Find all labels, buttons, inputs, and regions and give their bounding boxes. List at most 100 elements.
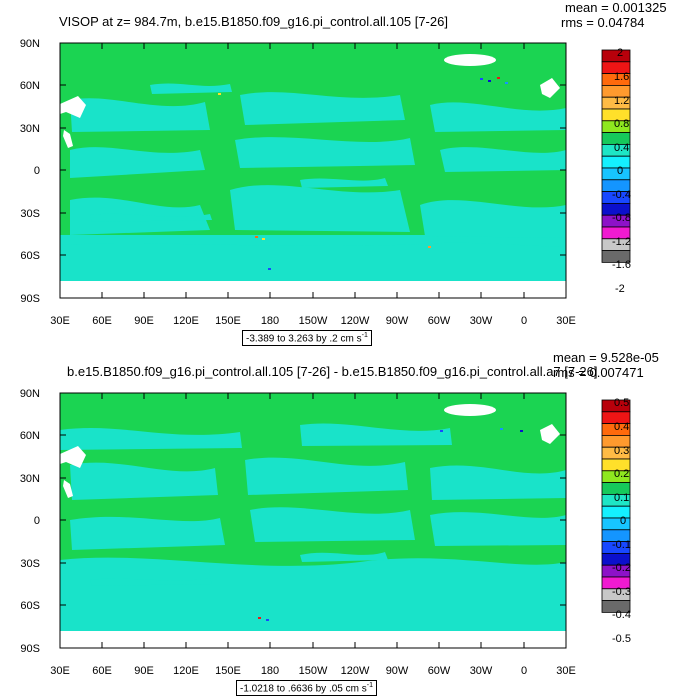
colorbar-labels: 2 1.6 1.2 0.8 0.4 0 -0.4 -0.8 -1.2 -1.6 … xyxy=(612,47,631,295)
y-tick-label: 60S xyxy=(20,250,40,262)
x-tick-label: 30W xyxy=(470,315,493,327)
y-axis xyxy=(60,42,566,299)
y-tick-label: 60N xyxy=(20,80,40,92)
x-tick-label: 90E xyxy=(134,315,154,327)
plot-title: VISOP at z= 984.7m, b.e15.B1850.f09_g16.… xyxy=(59,14,448,29)
y-tick-label: 30N xyxy=(20,123,40,135)
colorbar-label: -0.5 xyxy=(612,633,631,645)
colorbar-label: -1.6 xyxy=(612,259,631,271)
rms-value: rms = 0.007471 xyxy=(553,365,644,380)
x-tick-label: 30E xyxy=(50,665,70,677)
x-tick-label: 150W xyxy=(299,315,328,327)
x-tick-label: 120E xyxy=(173,665,199,677)
y-tick-label: 30S xyxy=(20,558,40,570)
panel-bottom: mean = 9.528e-05 rms = 0.007471 b.e15.B1… xyxy=(0,350,700,700)
range-text: -3.389 to 3.263 by .2 cm s xyxy=(246,333,362,345)
range-text: -1.0218 to .6636 by .05 cm s xyxy=(240,683,367,695)
colorbar-box xyxy=(601,49,631,63)
map-plot: 90N 60N 30N 0 30S 60S 90S 30E 60E 90E 12… xyxy=(20,38,631,327)
colorbar-label: 0.5 xyxy=(614,397,629,409)
rms-value: rms = 0.04784 xyxy=(561,15,645,30)
contour-range-label: -3.389 to 3.263 by .2 cm s-1 xyxy=(242,330,372,347)
x-tick-label: 120W xyxy=(341,665,370,677)
x-tick-label: 180 xyxy=(261,665,279,677)
y-tick-label: 60S xyxy=(20,600,40,612)
colorbar-labels: 0.5 0.4 0.3 0.2 0.1 0 -0.1 -0.2 -0.3 -0.… xyxy=(612,397,631,645)
x-tick-label: 90W xyxy=(386,315,409,327)
colorbar-label: 0.4 xyxy=(614,421,629,433)
y-tick-label: 60N xyxy=(20,430,40,442)
mean-value: mean = 0.001325 xyxy=(565,0,667,15)
y-tick-labels: 90N 60N 30N 0 30S 60S 90S xyxy=(20,38,40,305)
colorbar-label: 0.8 xyxy=(614,118,629,130)
colorbar-label: 1.2 xyxy=(614,95,629,107)
colorbar-label: -0.2 xyxy=(612,562,631,574)
y-tick-label: 90S xyxy=(20,643,40,655)
colorbar-label: -0.3 xyxy=(612,586,631,598)
x-axis xyxy=(59,393,567,648)
colorbar-label: 0.3 xyxy=(614,445,629,457)
x-tick-label: 60E xyxy=(92,315,112,327)
x-tick-label: 150E xyxy=(215,315,241,327)
x-tick-label: 30W xyxy=(470,665,493,677)
y-tick-label: 30S xyxy=(20,208,40,220)
colorbar-box xyxy=(601,155,631,169)
colorbar-label: -1.2 xyxy=(612,236,631,248)
x-tick-labels: 30E 60E 90E 120E 150E 180 150W 120W 90W … xyxy=(50,315,576,327)
colorbar-label: 0.4 xyxy=(614,142,629,154)
colorbar-label: 2 xyxy=(617,47,623,59)
x-tick-label: 0 xyxy=(521,665,527,677)
x-tick-label: 150E xyxy=(215,665,241,677)
x-tick-label: 60W xyxy=(428,665,451,677)
y-tick-label: 90S xyxy=(20,293,40,305)
colorbar-label: -0.4 xyxy=(612,609,631,621)
colorbar-box xyxy=(601,250,631,263)
range-unit-exponent: -1 xyxy=(366,682,373,689)
colorbar-label: 0.2 xyxy=(614,468,629,480)
range-unit-exponent: -1 xyxy=(361,332,368,339)
colorbar xyxy=(601,49,631,263)
colorbar-label: 0.1 xyxy=(614,492,629,504)
y-axis xyxy=(60,392,566,649)
x-axis xyxy=(59,43,567,298)
y-tick-label: 0 xyxy=(34,165,40,177)
x-tick-labels: 30E 60E 90E 120E 150E 180 150W 120W 90W … xyxy=(50,665,576,677)
colorbar-label: 0 xyxy=(617,165,623,177)
colorbar-box xyxy=(601,600,631,613)
contour-range-label: -1.0218 to .6636 by .05 cm s-1 xyxy=(236,680,377,697)
y-tick-label: 0 xyxy=(34,515,40,527)
colorbar-label: 1.6 xyxy=(614,71,629,83)
x-tick-label: 90E xyxy=(134,665,154,677)
colorbar-label: -2 xyxy=(615,283,625,295)
map-area xyxy=(59,42,567,299)
plot-title: b.e15.B1850.f09_g16.pi_control.all.105 [… xyxy=(67,364,598,379)
x-tick-label: 0 xyxy=(521,315,527,327)
ocean-field xyxy=(60,83,566,281)
x-tick-label: 30E xyxy=(50,315,70,327)
map-plot: 90N 60N 30N 0 30S 60S 90S 30E 60E 90E 12… xyxy=(20,388,631,677)
y-tick-labels: 90N 60N 30N 0 30S 60S 90S xyxy=(20,388,40,655)
x-tick-label: 120E xyxy=(173,315,199,327)
x-tick-label: 90W xyxy=(386,665,409,677)
x-tick-label: 180 xyxy=(261,315,279,327)
colorbar xyxy=(601,399,631,613)
map-area xyxy=(59,392,567,649)
x-tick-label: 30E xyxy=(556,315,576,327)
colorbar-box xyxy=(601,167,631,181)
panel-top: mean = 0.001325 rms = 0.04784 VISOP at z… xyxy=(20,0,667,347)
data-specks xyxy=(258,428,523,621)
y-tick-label: 90N xyxy=(20,388,40,400)
ocean-field xyxy=(60,423,566,631)
colorbar-label: 0 xyxy=(620,515,626,527)
colorbar-label: -0.4 xyxy=(612,189,631,201)
mean-value: mean = 9.528e-05 xyxy=(553,350,659,365)
colorbar-label: -0.1 xyxy=(612,539,631,551)
x-tick-label: 60W xyxy=(428,315,451,327)
x-tick-label: 120W xyxy=(341,315,370,327)
x-tick-label: 150W xyxy=(299,665,328,677)
x-tick-label: 60E xyxy=(92,665,112,677)
data-specks xyxy=(218,77,508,270)
y-tick-label: 90N xyxy=(20,38,40,50)
x-tick-label: 30E xyxy=(556,665,576,677)
colorbar-label: -0.8 xyxy=(612,212,631,224)
